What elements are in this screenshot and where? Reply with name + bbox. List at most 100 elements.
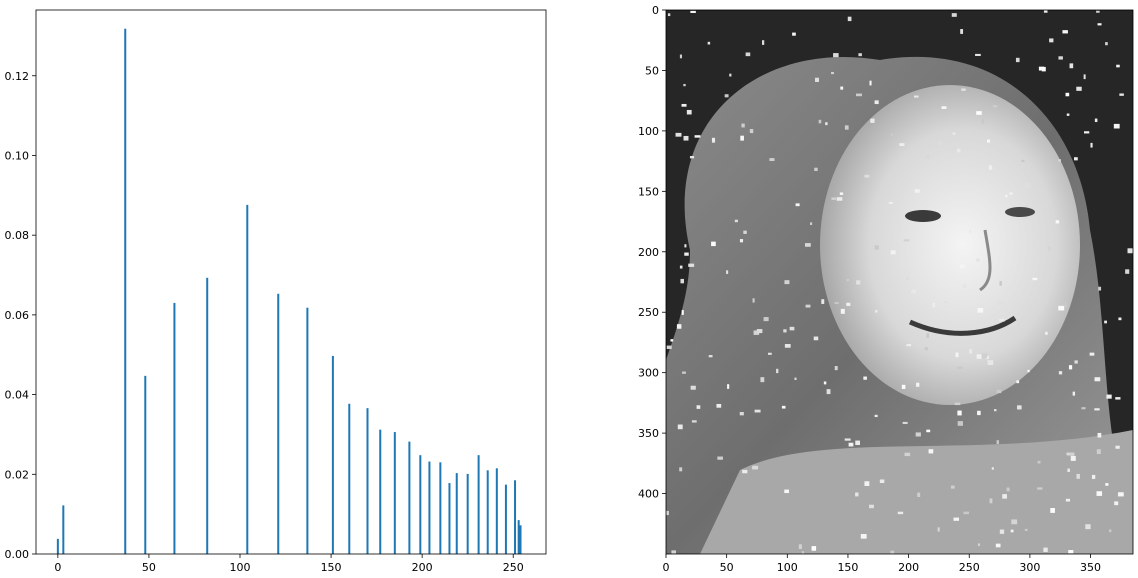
noise-speckle: [863, 376, 867, 380]
noise-speckle: [955, 352, 959, 358]
noise-speckle: [707, 41, 711, 45]
noise-speckle: [981, 353, 988, 359]
noise-speckle: [937, 527, 940, 532]
noise-speckle: [745, 52, 751, 57]
histogram-y-tick-label: 0.04: [5, 389, 30, 402]
noise-speckle: [1032, 277, 1038, 281]
noise-speckle: [904, 452, 911, 457]
noise-speckle: [1127, 248, 1133, 254]
noise-speckle: [784, 280, 790, 285]
noise-speckle: [969, 349, 973, 354]
noise-speckle: [1058, 159, 1061, 162]
noise-speckle: [1105, 483, 1109, 486]
histogram-bar: [124, 28, 127, 554]
noise-speckle: [1010, 529, 1014, 533]
noise-speckle: [749, 129, 754, 134]
noise-speckle: [1106, 394, 1112, 399]
noise-speckle: [727, 384, 730, 389]
noise-speckle: [1065, 498, 1071, 502]
noise-speckle: [846, 302, 851, 306]
noise-speckle: [717, 456, 723, 460]
histogram-bar: [495, 468, 498, 554]
noise-speckle: [1109, 529, 1112, 533]
histogram-bar: [277, 293, 280, 554]
histogram-bars: [56, 28, 522, 554]
noise-speckle: [696, 405, 701, 409]
noise-speckle: [1074, 360, 1078, 364]
image-x-tick-label: 300: [1019, 561, 1040, 574]
noise-speckle: [1083, 131, 1090, 134]
noise-speckle: [666, 345, 672, 350]
image-y-tick-label: 100: [638, 125, 659, 138]
noise-speckle: [1006, 487, 1010, 492]
noise-speckle: [683, 135, 689, 141]
histogram-plot-area: [36, 10, 546, 554]
noise-speckle: [953, 517, 960, 521]
noise-speckle: [1037, 460, 1041, 464]
noise-speckle: [890, 133, 893, 136]
image-x-axis: 0 50 100 150 200 250 300 350: [663, 554, 1101, 574]
noise-speckle: [903, 239, 910, 242]
noise-speckle: [994, 409, 997, 412]
noise-speckle: [1070, 455, 1076, 461]
noise-speckle: [716, 403, 722, 408]
noise-speckle: [690, 385, 696, 390]
histogram-bar: [144, 375, 147, 554]
noise-speckle: [826, 389, 831, 395]
noise-speckle: [916, 382, 920, 387]
noise-speckle: [954, 402, 961, 406]
noise-speckle: [684, 244, 687, 248]
noise-speckle: [1113, 123, 1120, 129]
noise-speckle: [963, 511, 970, 515]
noise-speckle: [1043, 10, 1048, 13]
noise-speckle: [1085, 524, 1091, 530]
noise-speckle: [784, 344, 791, 348]
noise-speckle: [987, 360, 994, 365]
histogram-bar: [419, 455, 422, 554]
noise-speckle: [729, 73, 732, 77]
noise-speckle: [1104, 320, 1107, 324]
noise-speckle: [976, 258, 980, 262]
noise-speckle: [1027, 369, 1030, 373]
noise-speckle: [686, 109, 692, 115]
image-eye-right: [1005, 207, 1035, 217]
image-face: [820, 85, 1080, 405]
image-x-tick-label: 150: [837, 561, 858, 574]
noise-speckle: [914, 189, 920, 193]
noise-speckle: [675, 132, 682, 137]
noise-speckle: [921, 229, 925, 234]
histogram-y-tick-label: 0.12: [5, 70, 30, 83]
histogram-frame: [35, 9, 547, 555]
noise-speckle: [1058, 305, 1065, 311]
noise-speckle: [690, 10, 696, 14]
noise-speckle: [968, 230, 972, 233]
histogram-x-axis: 0 50 100 150 200 250: [54, 554, 524, 574]
noise-speckle: [941, 106, 947, 109]
noise-speckle: [987, 139, 991, 143]
noise-speckle: [1058, 56, 1063, 60]
noise-speckle: [834, 366, 838, 371]
image-x-tick-label: 50: [720, 561, 734, 574]
noise-speckle: [670, 339, 674, 342]
noise-speckle: [760, 377, 765, 383]
image-y-tick-label: 250: [638, 306, 659, 319]
histogram-bar: [306, 307, 309, 554]
noise-speckle: [858, 53, 862, 57]
noise-speckle: [1024, 528, 1028, 531]
histogram-bar: [428, 461, 431, 554]
image-x-tick-label: 250: [959, 561, 980, 574]
noise-speckle: [959, 264, 965, 269]
noise-speckle: [683, 83, 686, 87]
noise-speckle: [1090, 142, 1093, 148]
noise-speckle: [1068, 365, 1073, 370]
noise-speckle: [960, 29, 964, 34]
noise-speckle: [888, 201, 893, 204]
noise-speckle: [724, 94, 729, 98]
noise-speckle: [767, 352, 772, 355]
noise-speckle: [901, 384, 906, 389]
image-y-tick-label: 150: [638, 185, 659, 198]
noise-speckle: [810, 222, 813, 225]
noise-speckle: [848, 442, 854, 447]
noise-speckle: [1045, 331, 1048, 335]
noise-speckle: [801, 551, 805, 554]
